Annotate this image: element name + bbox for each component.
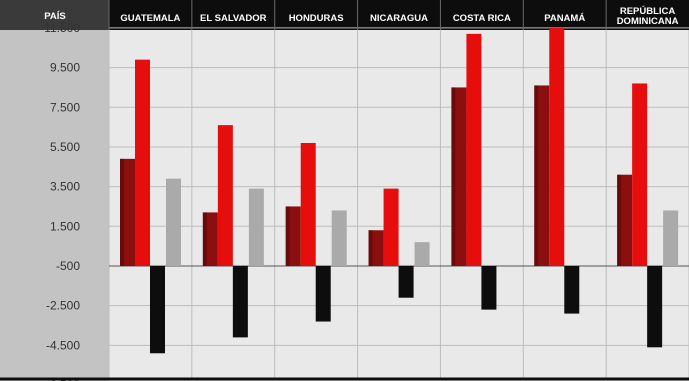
bar-shade: [368, 230, 373, 266]
bar: [466, 33, 482, 266]
axis-column: [0, 0, 109, 381]
y-tick-label: 7.500: [50, 100, 80, 114]
country-label: REPÚBLICA DOMINICANA: [617, 5, 679, 27]
plot-area: [109, 30, 689, 381]
bar-shade: [120, 158, 124, 266]
country-label: PANAMÁ: [544, 13, 585, 24]
bar: [315, 265, 331, 322]
y-tick-label: -500: [56, 259, 80, 273]
y-axis-ticks: 11.500 9.500 7.500 5.500 3.500 1.500 -500 -2.50…: [44, 21, 80, 381]
bars: [120, 27, 679, 354]
y-tick-label: 9.500: [50, 61, 80, 75]
y-tick-label: 3.500: [50, 180, 80, 194]
bar-shade: [285, 206, 290, 266]
y-tick-label: -2.500: [46, 299, 80, 313]
bar: [150, 265, 165, 354]
bar: [232, 265, 248, 338]
y-tick-label: 1.500: [50, 219, 80, 233]
bar-shade: [451, 87, 456, 266]
country-label: NICARAGUA: [370, 13, 428, 24]
bar: [398, 265, 414, 298]
header-bar: [0, 0, 689, 30]
bar: [248, 188, 264, 266]
country-label: EL SALVADOR: [200, 13, 267, 24]
bar: [414, 242, 430, 266]
bar: [481, 265, 497, 310]
bar-shade: [617, 174, 622, 266]
y-tick-label: 11.500: [44, 21, 80, 35]
country-label: GUATEMALA: [120, 13, 180, 24]
bar: [647, 265, 663, 348]
bar: [663, 210, 679, 266]
bar: [135, 59, 150, 266]
bar: [549, 27, 565, 266]
country-label: HONDURAS: [289, 13, 344, 24]
bar: [300, 142, 316, 266]
axis-header-label: PAÍS: [44, 11, 65, 22]
bar: [632, 83, 648, 266]
country-headers: GUATEMALA EL SALVADOR HONDURAS NICARAGUA COS…: [108, 0, 679, 30]
bar-shade: [534, 85, 539, 266]
axis-header-cell: [0, 0, 109, 30]
country-label: COSTA RICA: [453, 13, 511, 24]
bar-shade: [202, 212, 207, 266]
y-tick-label: 5.500: [50, 140, 80, 154]
bar: [564, 265, 580, 314]
grid-lines: [108, 27, 689, 378]
bar: [331, 210, 347, 266]
y-tick-label: -4.500: [46, 338, 80, 352]
bar: [166, 178, 181, 266]
bar: [383, 188, 399, 266]
bar: [217, 125, 233, 266]
